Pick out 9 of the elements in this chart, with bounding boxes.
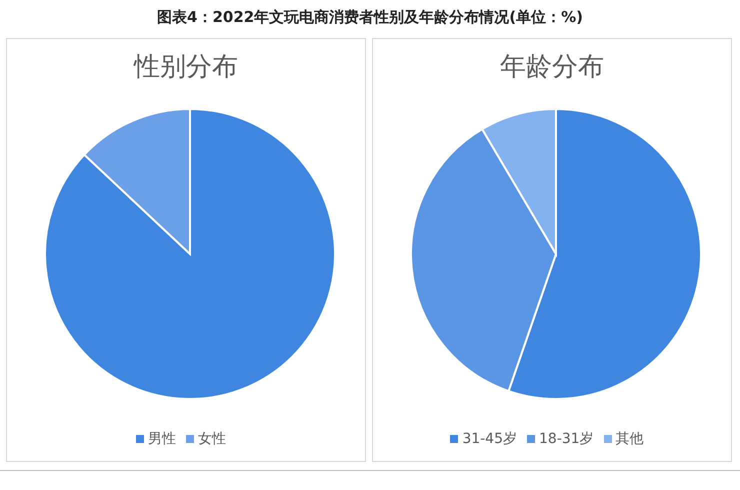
chart-subtitle: 年龄分布 xyxy=(499,51,605,84)
legend-label: 其他 xyxy=(616,431,644,447)
legend-label: 18-31岁 xyxy=(539,431,594,447)
text: 图表4：2022年文玩电商消费者性别及年龄分布情况(单位：%) xyxy=(156,8,584,27)
legend-label: 男性 xyxy=(148,431,176,447)
pie-slice xyxy=(44,108,336,400)
legend-label: 女性 xyxy=(198,431,226,447)
chart-subtitle: 性别分布 xyxy=(132,51,239,84)
legend-label: 31-45岁 xyxy=(462,431,517,447)
